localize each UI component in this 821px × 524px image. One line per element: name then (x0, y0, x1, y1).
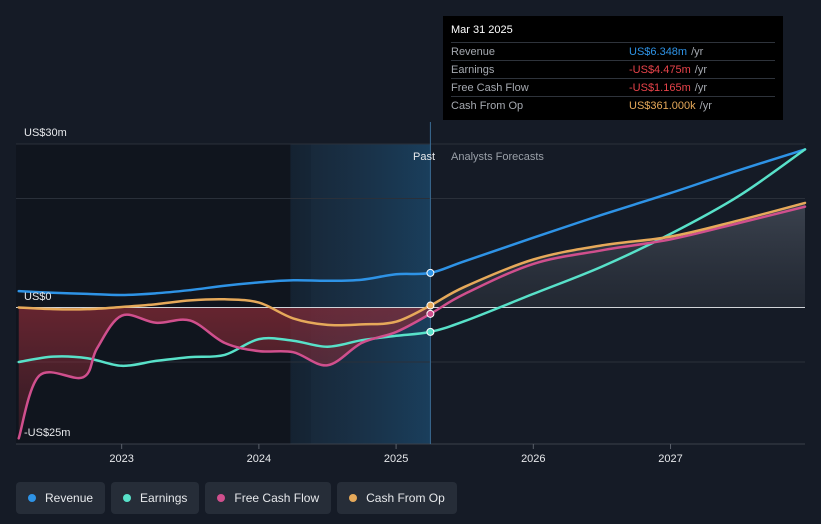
x-tick-label: 2024 (247, 453, 271, 465)
legend-item-cash-from-op[interactable]: Cash From Op (337, 482, 457, 514)
legend-label: Free Cash Flow (234, 491, 320, 505)
legend-label: Earnings (140, 491, 188, 505)
tooltip: Mar 31 2025 Revenue US$6.348m/yr Earnings -… (443, 16, 783, 120)
x-tick-label: 2023 (109, 453, 133, 465)
legend-dot-icon (349, 494, 358, 502)
recent-past-shade (290, 144, 431, 444)
series-line-earnings (17, 148, 807, 368)
legend-dot-icon (28, 494, 36, 502)
x-tick-label: 2026 (521, 453, 545, 465)
legend: Revenue Earnings Free Cash Flow Cash From O… (16, 482, 457, 514)
series-line-revenue (17, 148, 807, 297)
legend-label: Cash From Op (366, 491, 445, 505)
x-tick-label: 2025 (384, 453, 408, 465)
tooltip-label: Earnings (451, 63, 495, 76)
tooltip-label: Revenue (451, 45, 496, 58)
tooltip-unit: /yr (694, 81, 707, 94)
tooltip-unit: /yr (691, 45, 704, 58)
y-label-zero: US$0 (24, 291, 52, 303)
marker-cash-from-op (426, 301, 435, 310)
x-tick-label: 2027 (658, 453, 682, 465)
legend-item-earnings[interactable]: Earnings (111, 482, 200, 514)
legend-dot-icon (123, 494, 132, 502)
y-label-top: US$30m (24, 127, 67, 139)
tooltip-row: Earnings -US$4.475m/yr (451, 60, 775, 78)
tooltip-label: Cash From Op (451, 99, 524, 112)
series-line-free-cash-flow (17, 205, 807, 440)
legend-dot-icon (217, 494, 226, 502)
marker-free-cash-flow (426, 309, 435, 318)
tooltip-unit: /yr (699, 99, 712, 112)
negative-area-fill (18, 307, 431, 439)
gridlines (16, 143, 805, 445)
tooltip-value: -US$1.165m (629, 81, 691, 94)
legend-item-free-cash-flow[interactable]: Free Cash Flow (205, 482, 332, 514)
marker-revenue (426, 268, 435, 277)
y-label-bottom: -US$25m (24, 427, 70, 439)
tooltip-date: Mar 31 2025 (451, 24, 513, 36)
series-line-cash-from-op (17, 201, 807, 327)
tooltip-unit: /yr (694, 63, 707, 76)
legend-label: Revenue (45, 491, 94, 505)
tooltip-row: Free Cash Flow -US$1.165m/yr (451, 78, 775, 96)
tooltip-row: Cash From Op US$361.000k/yr (451, 96, 775, 114)
legend-item-revenue[interactable]: Revenue (16, 482, 106, 514)
tooltip-value: US$361.000k (629, 99, 696, 112)
forecast-label: Analysts Forecasts (451, 151, 544, 163)
past-label: Past (413, 151, 435, 163)
chart-area: US$30m US$0 -US$25m Past Analysts Foreca… (16, 122, 807, 465)
tooltip-value: -US$4.475m (629, 63, 691, 76)
marker-earnings (426, 327, 435, 336)
tooltip-label: Free Cash Flow (451, 81, 529, 94)
tooltip-value: US$6.348m (629, 45, 688, 58)
tooltip-row: Revenue US$6.348m/yr (451, 42, 775, 60)
